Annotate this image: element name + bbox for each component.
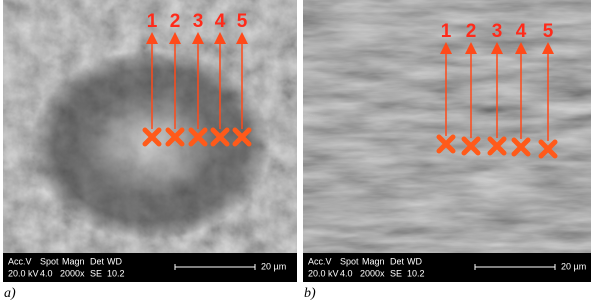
marker-number: 3 — [492, 21, 503, 42]
panel-label: b) — [304, 286, 316, 301]
marker-number: 1 — [441, 21, 452, 42]
scale-label: 20 µm — [561, 261, 586, 271]
marker-number: 5 — [237, 11, 248, 32]
info-header: Spot — [340, 256, 359, 266]
info-value: 20.0 kV — [308, 268, 339, 278]
marker-number: 4 — [215, 11, 226, 32]
info-value: SE — [390, 268, 402, 278]
info-value: 2000x — [60, 268, 85, 278]
info-header: Acc.V — [308, 256, 332, 266]
info-value: 20.0 kV — [8, 268, 39, 278]
marker-number: 3 — [193, 11, 204, 32]
info-value: SE — [90, 268, 102, 278]
info-header: Magn — [62, 256, 85, 266]
info-value: 10.2 — [107, 268, 125, 278]
marker-number: 2 — [466, 21, 477, 42]
marker-number: 4 — [516, 21, 527, 42]
info-value: 2000x — [360, 268, 385, 278]
info-value: 4.0 — [340, 268, 353, 278]
marker-number: 5 — [543, 21, 554, 42]
info-value: 4.0 — [40, 268, 53, 278]
marker-number: 2 — [170, 11, 181, 32]
figure: 12345Acc.VSpotMagnDetWD20.0 kV4.02000xSE… — [0, 0, 591, 306]
scale-label: 20 µm — [261, 261, 286, 271]
info-header: Acc.V — [8, 256, 32, 266]
info-header: Spot — [40, 256, 59, 266]
marker-number: 1 — [147, 11, 158, 32]
info-value: 10.2 — [407, 268, 425, 278]
info-header: WD — [107, 256, 122, 266]
info-header: Det — [90, 256, 105, 266]
info-header: Magn — [362, 256, 385, 266]
panel-label: a) — [4, 286, 16, 301]
info-header: WD — [407, 256, 422, 266]
info-header: Det — [390, 256, 405, 266]
